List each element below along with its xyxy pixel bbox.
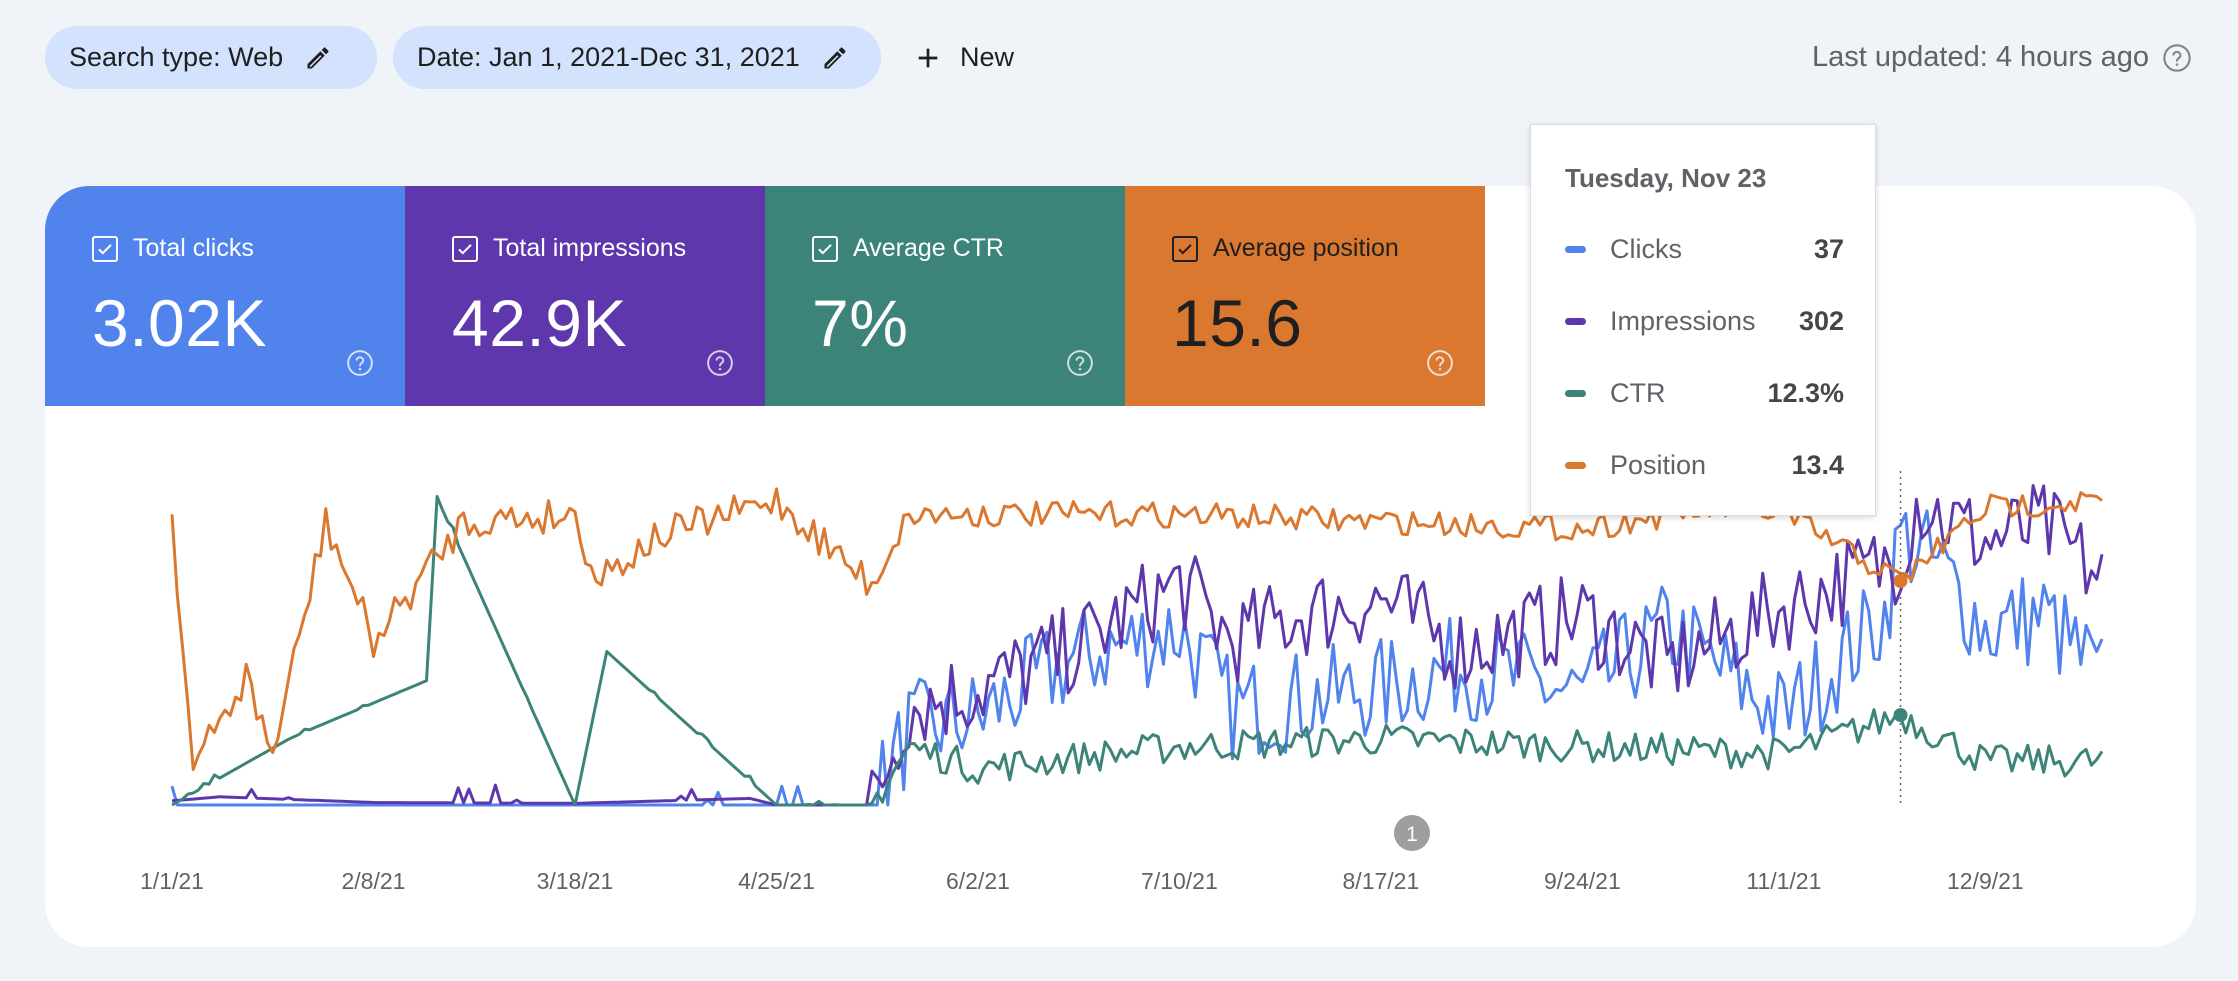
x-tick-label: 1/1/21: [140, 868, 204, 894]
tooltip-row-value: 13.4: [1791, 449, 1844, 480]
series-swatch: [1565, 461, 1586, 469]
metric-value: 7%: [812, 286, 909, 360]
help-icon[interactable]: [2161, 42, 2193, 74]
tooltip-row-position: Position 13.4: [1565, 447, 1844, 483]
x-tick-label: 4/25/21: [738, 868, 815, 894]
x-tick-label: 6/2/21: [946, 868, 1010, 894]
series-line-impressions: [171, 484, 2104, 807]
metric-total-clicks[interactable]: Total clicks 3.02K: [45, 186, 405, 406]
checkbox-checked-icon[interactable]: [92, 235, 118, 262]
series-line-ctr: [171, 495, 2104, 807]
tooltip-row-label: Impressions: [1610, 305, 1756, 336]
metric-average-position[interactable]: Average position 15.6: [1125, 186, 1485, 406]
tooltip-row-value: 37: [1813, 233, 1844, 264]
date-range-label: Date: Jan 1, 2021-Dec 31, 2021: [417, 42, 800, 72]
tooltip-row-label: CTR: [1610, 377, 1666, 408]
last-updated-status: Last updated: 4 hours ago: [1812, 26, 2193, 89]
pencil-icon: [303, 43, 333, 73]
metric-label: Total clicks: [133, 234, 254, 262]
chart-hover-tooltip: Tuesday, Nov 23 Clicks 37 Impressions 302 CT…: [1530, 124, 1876, 516]
checkbox-checked-icon[interactable]: [1172, 235, 1198, 262]
x-tick-label: 12/9/21: [1947, 868, 2024, 894]
annotation-marker-label: 1: [1406, 823, 1418, 846]
help-icon[interactable]: [1425, 348, 1455, 378]
tooltip-row-value: 302: [1798, 305, 1844, 336]
x-tick-label: 8/17/21: [1343, 868, 1420, 894]
tooltip-row-label: Position: [1610, 449, 1707, 480]
help-icon[interactable]: [705, 348, 735, 378]
help-icon[interactable]: [1065, 348, 1095, 378]
pencil-icon: [820, 43, 850, 73]
hover-point-ctr: [1893, 708, 1908, 723]
metric-value: 3.02K: [92, 286, 267, 360]
metric-label: Total impressions: [493, 234, 687, 262]
date-range-filter-chip[interactable]: Date: Jan 1, 2021-Dec 31, 2021: [393, 26, 881, 89]
series-swatch: [1565, 317, 1586, 325]
x-tick-label: 3/18/21: [537, 868, 614, 894]
tooltip-row-label: Clicks: [1610, 233, 1682, 264]
x-tick-label: 2/8/21: [342, 868, 406, 894]
search-type-filter-chip[interactable]: Search type: Web: [45, 26, 377, 89]
metric-label: Average CTR: [853, 234, 1004, 262]
metric-average-ctr[interactable]: Average CTR 7%: [765, 186, 1125, 406]
last-updated-text: Last updated: 4 hours ago: [1812, 41, 2149, 73]
tooltip-row-ctr: CTR 12.3%: [1565, 375, 1844, 411]
tooltip-row-value: 12.3%: [1767, 377, 1844, 408]
series-line-clicks: [170, 509, 2104, 807]
plus-icon: [912, 42, 960, 74]
hover-point-position: [1893, 573, 1908, 588]
metric-label: Average position: [1213, 234, 1399, 262]
x-tick-label: 9/24/21: [1544, 868, 1621, 894]
metric-total-impressions[interactable]: Total impressions 42.9K: [405, 186, 765, 406]
performance-chart: 1/1/21 2/8/21 3/18/21 4/25/21 6/2/21 7/10/21 8…: [140, 471, 2104, 894]
tooltip-row-clicks: Clicks 37: [1565, 231, 1844, 267]
new-filter-button[interactable]: New: [912, 26, 1014, 89]
search-type-label: Search type: Web: [69, 42, 284, 72]
tooltip-row-impressions: Impressions 302: [1565, 303, 1844, 339]
x-tick-label: 7/10/21: [1141, 868, 1218, 894]
tooltip-date: Tuesday, Nov 23: [1565, 163, 1767, 193]
series-swatch: [1565, 389, 1586, 397]
series-swatch: [1565, 245, 1586, 253]
help-icon[interactable]: [345, 348, 375, 378]
checkbox-checked-icon[interactable]: [812, 235, 838, 262]
metric-value: 42.9K: [452, 286, 627, 360]
checkbox-checked-icon[interactable]: [452, 235, 478, 262]
metric-value: 15.6: [1172, 286, 1303, 360]
x-tick-label: 11/1/21: [1746, 868, 1821, 894]
new-button-label: New: [960, 42, 1015, 72]
annotation-marker[interactable]: 1: [1394, 815, 1430, 851]
